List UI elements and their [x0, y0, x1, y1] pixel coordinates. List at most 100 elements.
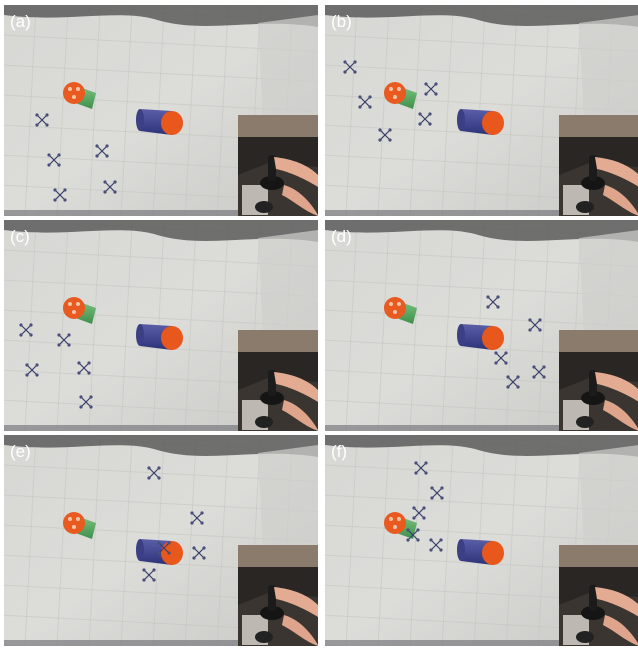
rotor: [538, 328, 541, 331]
panel-label: (b): [331, 12, 352, 31]
rotor: [440, 496, 443, 499]
rotor: [77, 371, 80, 374]
rotor: [95, 154, 98, 157]
orange-end: [161, 326, 183, 350]
rotor: [47, 163, 50, 166]
panel-label: (e): [10, 442, 31, 461]
rotor: [25, 363, 28, 366]
rotor: [190, 511, 193, 514]
panel: (c): [4, 220, 318, 431]
orange-end: [161, 541, 183, 565]
inset-wall: [238, 545, 318, 567]
rotor: [19, 323, 22, 326]
rotor: [19, 333, 22, 336]
rotor: [105, 154, 108, 157]
marker: [72, 525, 76, 529]
marker: [397, 302, 401, 306]
rotor: [87, 371, 90, 374]
marker: [68, 517, 72, 521]
rotor: [89, 395, 92, 398]
rotor: [528, 328, 531, 331]
mouse: [255, 201, 273, 213]
orange-end: [482, 326, 504, 350]
rotor: [368, 105, 371, 108]
rotor: [35, 363, 38, 366]
panel-label: (c): [10, 227, 30, 246]
rotor: [152, 568, 155, 571]
rotor: [190, 521, 193, 524]
rotor: [414, 461, 417, 464]
panel: (d): [325, 220, 638, 431]
inset-wall: [238, 330, 318, 352]
marker: [393, 525, 397, 529]
rotor: [192, 556, 195, 559]
rotor: [105, 144, 108, 147]
rotor: [147, 476, 150, 479]
rotor: [142, 568, 145, 571]
rotor: [95, 144, 98, 147]
rotor: [430, 486, 433, 489]
orange-top: [384, 512, 406, 534]
rotor: [77, 361, 80, 364]
orange-top: [63, 82, 85, 104]
rotor: [504, 351, 507, 354]
marker: [389, 302, 393, 306]
rotor: [428, 122, 431, 125]
rotor: [439, 538, 442, 541]
orange-top: [384, 82, 406, 104]
rotor: [343, 60, 346, 63]
rotor: [358, 95, 361, 98]
blue-end: [457, 109, 465, 131]
inset-wall: [559, 115, 638, 137]
rotor: [89, 405, 92, 408]
rotor: [53, 188, 56, 191]
rotor: [200, 521, 203, 524]
rotor: [45, 113, 48, 116]
rotor: [152, 578, 155, 581]
rotor: [157, 551, 160, 554]
rotor: [57, 153, 60, 156]
rotor: [414, 471, 417, 474]
rotor: [103, 190, 106, 193]
mouse: [576, 416, 594, 428]
rotor: [422, 516, 425, 519]
marker: [76, 87, 80, 91]
rotor: [506, 385, 509, 388]
panel: (f): [325, 435, 638, 646]
rotor: [406, 528, 409, 531]
blue-end: [136, 324, 144, 346]
marker: [389, 87, 393, 91]
rotor: [35, 123, 38, 126]
rotor: [424, 92, 427, 95]
panel: (e): [4, 435, 318, 646]
orange-top: [63, 512, 85, 534]
rotor: [167, 551, 170, 554]
rotor: [57, 343, 60, 346]
rotor: [416, 528, 419, 531]
rotor: [496, 305, 499, 308]
inset-wall: [559, 545, 638, 567]
blue-end: [136, 109, 144, 131]
orange-end: [161, 111, 183, 135]
rotor: [47, 153, 50, 156]
rotor: [353, 60, 356, 63]
rotor: [528, 318, 531, 321]
mouse: [576, 631, 594, 643]
marker: [397, 87, 401, 91]
rotor: [343, 70, 346, 73]
marker: [72, 310, 76, 314]
marker: [393, 95, 397, 99]
rotor: [430, 496, 433, 499]
rotor: [35, 113, 38, 116]
rotor: [202, 556, 205, 559]
rotor: [67, 333, 70, 336]
rotor: [424, 82, 427, 85]
rotor: [79, 405, 82, 408]
rotor: [57, 333, 60, 336]
panel-label: (f): [331, 442, 347, 461]
rotor: [494, 351, 497, 354]
rotor: [418, 112, 421, 115]
rotor: [25, 373, 28, 376]
blue-end: [136, 539, 144, 561]
rotor: [157, 541, 160, 544]
